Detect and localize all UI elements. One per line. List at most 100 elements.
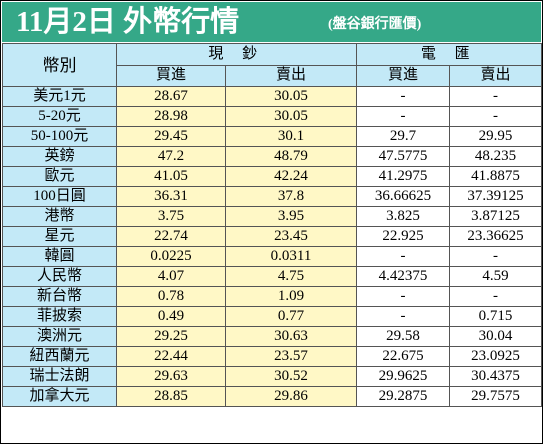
wire-sell-cell: 30.4375	[449, 366, 543, 387]
table-row: 新台幣 0.78 1.09- -	[2, 286, 543, 307]
wire-buy-cell: 29.9625	[356, 366, 451, 387]
table-row: 菲披索 0.49 0.77-0.715	[2, 306, 543, 327]
cash-sell-cell: 3.95	[224, 206, 358, 227]
cash-sell-cell: 23.57	[224, 346, 358, 367]
wire-sell-cell: 0.715	[449, 306, 543, 327]
cash-sell-cell: 42.24	[224, 166, 358, 187]
table-row: 瑞士法朗 29.63 30.52 29.9625 30.4375	[2, 366, 543, 387]
wire-buy-cell: 41.2975	[356, 166, 451, 187]
wire-sell-cell: 29.7575	[449, 386, 543, 407]
title-bar: 11月2日 外幣行情 (盤谷銀行匯價)	[2, 2, 541, 42]
currency-cell: 新台幣	[2, 286, 117, 307]
currency-cell: 加拿大元	[2, 386, 117, 407]
cash-sell-cell: 37.8	[224, 186, 358, 207]
wire-buy-cell: 29.58	[356, 326, 451, 347]
wire-buy-cell: -	[356, 306, 451, 327]
wire-sell-cell: 48.235	[449, 146, 543, 167]
cash-buy-cell: 22.74	[116, 226, 226, 247]
currency-cell: 紐西蘭元	[2, 346, 117, 367]
cash-header: 現 鈔	[115, 43, 358, 66]
cash-buy-cell: 28.85	[116, 386, 226, 407]
cash-buy-cell: 3.75	[116, 206, 226, 227]
table-row: 英鎊 47.2 48.79 47.5775 48.235	[2, 146, 543, 167]
wire-buy-cell: 22.925	[356, 226, 451, 247]
wire-header: 電 匯	[356, 43, 543, 66]
table-row: 歐元 41.05 42.24 41.2975 41.8875	[2, 166, 543, 187]
page-subtitle: (盤谷銀行匯價)	[328, 17, 422, 32]
header-row-sub: 買進 賣出 買進 賣出	[3, 64, 543, 87]
wire-buy-cell: 29.7	[356, 126, 451, 147]
currency-cell: 美元1元	[2, 86, 117, 107]
cash-sell-cell: 30.63	[224, 326, 358, 347]
wire-sell-cell: 3.87125	[449, 206, 543, 227]
wire-buy-cell: -	[356, 246, 451, 267]
table-row: 人民幣 4.07 4.75 4.42375 4.59	[2, 266, 543, 287]
currency-cell: 人民幣	[2, 266, 117, 287]
cash-sell-cell: 23.45	[224, 226, 358, 247]
table-row: 澳洲元 29.25 30.63 29.58 30.04	[2, 326, 543, 347]
currency-cell: 星元	[2, 226, 117, 247]
currency-cell: 港幣	[2, 206, 117, 227]
wire-sell-cell: 29.95	[449, 126, 543, 147]
cash-buy-cell: 41.05	[116, 166, 226, 187]
table-row: 美元1元 28.67 30.05- -	[2, 86, 543, 107]
wire-sell-cell: -	[449, 246, 543, 267]
table-row: 韓圓 0.0225 0.0311- -	[2, 246, 543, 267]
wire-sell-cell: 41.8875	[449, 166, 543, 187]
wire-buy-header: 買進	[356, 64, 451, 87]
currency-cell: 菲披索	[2, 306, 117, 327]
currency-cell: 歐元	[2, 166, 117, 187]
rates-table: 幣別 現 鈔 電 匯 買進 賣出 買進 賣出 美元1元 28.67 30.05- -5…	[2, 43, 543, 407]
currency-cell: 英鎊	[2, 146, 117, 167]
wire-sell-cell: -	[449, 86, 543, 107]
currency-cell: 韓圓	[2, 246, 117, 267]
currency-cell: 瑞士法朗	[2, 366, 117, 387]
cash-sell-cell: 30.52	[224, 366, 358, 387]
cash-buy-cell: 29.25	[116, 326, 226, 347]
wire-sell-cell: 4.59	[449, 266, 543, 287]
page-title: 11月2日 外幣行情	[16, 6, 240, 38]
cash-buy-cell: 47.2	[116, 146, 226, 167]
table-row: 紐西蘭元 22.44 23.57 22.675 23.0925	[2, 346, 543, 367]
currency-header: 幣別	[2, 43, 117, 87]
wire-buy-cell: 47.5775	[356, 146, 451, 167]
table-row: 加拿大元 28.85 29.86 29.2875 29.7575	[2, 386, 543, 407]
wire-sell-cell: -	[449, 106, 543, 127]
wire-sell-cell: 37.39125	[449, 186, 543, 207]
wire-buy-cell: -	[356, 106, 451, 127]
wire-buy-cell: -	[356, 86, 451, 107]
cash-sell-header: 賣出	[224, 64, 358, 87]
cash-sell-cell: 30.05	[224, 106, 358, 127]
wire-buy-cell: -	[356, 286, 451, 307]
wire-buy-cell: 4.42375	[356, 266, 451, 287]
cash-sell-cell: 48.79	[224, 146, 358, 167]
cash-sell-cell: 30.1	[224, 126, 358, 147]
cash-buy-cell: 29.63	[116, 366, 226, 387]
currency-cell: 50-100元	[2, 126, 117, 147]
table-row: 100日圓 36.31 37.8 36.66625 37.39125	[2, 186, 543, 207]
cash-buy-cell: 28.98	[116, 106, 226, 127]
wire-buy-cell: 29.2875	[356, 386, 451, 407]
wire-buy-cell: 22.675	[356, 346, 451, 367]
table-row: 星元 22.74 23.45 22.925 23.36625	[2, 226, 543, 247]
cash-sell-cell: 1.09	[224, 286, 358, 307]
table-row: 5-20元 28.98 30.05- -	[2, 106, 543, 127]
cash-buy-cell: 4.07	[116, 266, 226, 287]
currency-cell: 澳洲元	[2, 326, 117, 347]
cash-sell-cell: 30.05	[224, 86, 358, 107]
cash-buy-cell: 0.0225	[116, 246, 226, 267]
cash-buy-header: 買進	[116, 64, 226, 87]
cash-sell-cell: 0.0311	[224, 246, 358, 267]
currency-cell: 100日圓	[2, 186, 117, 207]
wire-sell-cell: -	[449, 286, 543, 307]
wire-buy-cell: 3.825	[356, 206, 451, 227]
wire-buy-cell: 36.66625	[356, 186, 451, 207]
wire-sell-cell: 23.36625	[449, 226, 543, 247]
table-row: 港幣 3.75 3.95 3.825 3.87125	[2, 206, 543, 227]
cash-sell-cell: 4.75	[224, 266, 358, 287]
wire-sell-cell: 23.0925	[449, 346, 543, 367]
cash-buy-cell: 0.49	[116, 306, 226, 327]
header-row-groups: 幣別 現 鈔 電 匯	[2, 43, 543, 87]
cash-sell-cell: 29.86	[224, 386, 358, 407]
